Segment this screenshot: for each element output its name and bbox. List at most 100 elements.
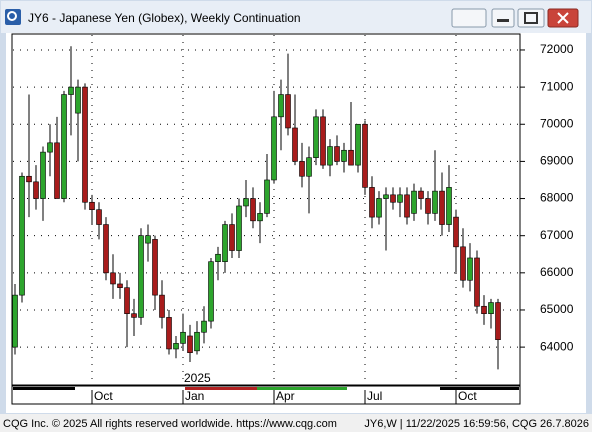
candle-body (19, 175, 25, 296)
candle-body (369, 187, 375, 218)
y-tick-label: 66000 (540, 265, 574, 279)
candle-body (495, 302, 501, 340)
candle-body (362, 123, 368, 188)
status-bar (0, 414, 592, 432)
candle-body (257, 213, 263, 222)
candle-body (411, 190, 417, 214)
candle-body (488, 302, 494, 314)
y-tick-label: 64000 (540, 339, 574, 353)
candle-body (236, 205, 242, 251)
link-button[interactable] (451, 8, 487, 28)
close-glyph (557, 12, 569, 24)
y-tick-label: 72000 (540, 42, 574, 56)
candle-body (12, 294, 18, 348)
candle-body (376, 198, 382, 218)
candle-body (439, 190, 445, 225)
time-axis (11, 385, 521, 405)
candle-body (82, 86, 88, 203)
candle-body (40, 151, 46, 199)
candle-body (299, 161, 305, 177)
candle-body (166, 317, 172, 350)
candle-body (131, 313, 137, 318)
x-tick-label: Oct (94, 389, 113, 403)
candle-body (383, 194, 389, 199)
x-tick-label: Apr (276, 389, 295, 403)
app-icon-glyph (7, 11, 17, 21)
session-bar (13, 387, 75, 390)
candle-body (159, 294, 165, 318)
candle-body (334, 146, 340, 162)
candle-body (313, 116, 319, 158)
candle-body (47, 142, 53, 153)
candle-body (222, 224, 228, 262)
candle-body (425, 198, 431, 214)
candle-body (397, 194, 403, 203)
maximize-button[interactable] (517, 8, 545, 28)
candle-body (271, 116, 277, 181)
candle-body (467, 257, 473, 281)
candle-body (348, 149, 354, 166)
x-tick-label: Jan (185, 389, 204, 403)
candle-body (432, 190, 438, 214)
candle-body (145, 235, 151, 244)
candle-body (124, 287, 130, 314)
candle-body (68, 86, 74, 95)
candle-body (460, 246, 466, 281)
candle-body (194, 331, 200, 352)
candle-body (96, 209, 102, 225)
y-tick-label: 67000 (540, 228, 574, 242)
session-bar (257, 387, 347, 390)
minimize-button[interactable] (491, 8, 515, 28)
candle-body (355, 123, 361, 166)
candle-body (75, 86, 81, 114)
candle-body (285, 94, 291, 129)
candle-body (61, 94, 67, 199)
candle-body (264, 179, 270, 214)
candle-body (180, 331, 186, 344)
candle-body (138, 235, 144, 318)
candle-body (229, 224, 235, 251)
session-bar (440, 387, 519, 390)
candle-body (292, 127, 298, 162)
footer-right: JY6,W | 11/22/2025 16:59:56, CQG 26.7.80… (364, 418, 589, 430)
candle-body (250, 198, 256, 222)
y-tick-label: 68000 (540, 191, 574, 205)
candle-body (418, 190, 424, 199)
candle-body (390, 194, 396, 203)
minimize-glyph (497, 19, 509, 22)
candle-body (243, 198, 249, 207)
window-title: JY6 - Japanese Yen (Globex), Weekly Cont… (28, 11, 301, 25)
year-annotation: 2025 (184, 371, 211, 385)
maximize-glyph (524, 12, 538, 24)
candle-body (453, 216, 459, 248)
candle-body (474, 257, 480, 307)
x-tick-label: Jul (367, 389, 382, 403)
candle-body (201, 320, 207, 333)
candle-body (152, 239, 158, 296)
y-tick-label: 70000 (540, 116, 574, 130)
candle-body (278, 94, 284, 118)
footer-left: CQG Inc. © 2025 All rights reserved worl… (3, 418, 337, 430)
candle-body (341, 149, 347, 162)
candle-body (89, 201, 95, 210)
candle-body (54, 142, 60, 199)
candle-body (173, 343, 179, 350)
candle-body (215, 253, 221, 262)
session-bar (185, 387, 257, 390)
candle-body (208, 261, 214, 322)
candle-body (404, 194, 410, 218)
candle-body (481, 305, 487, 314)
candle-body (187, 335, 193, 353)
candle-body (103, 224, 109, 274)
y-tick-label: 69000 (540, 154, 574, 168)
y-tick-label: 71000 (540, 79, 574, 93)
candle-body (320, 116, 326, 166)
candle-body (26, 175, 32, 183)
candle-body (33, 181, 39, 199)
x-tick-label: Oct (458, 389, 477, 403)
y-tick-label: 65000 (540, 302, 574, 316)
candle-body (117, 283, 123, 288)
candle-body (306, 157, 312, 177)
candle-body (446, 187, 452, 225)
